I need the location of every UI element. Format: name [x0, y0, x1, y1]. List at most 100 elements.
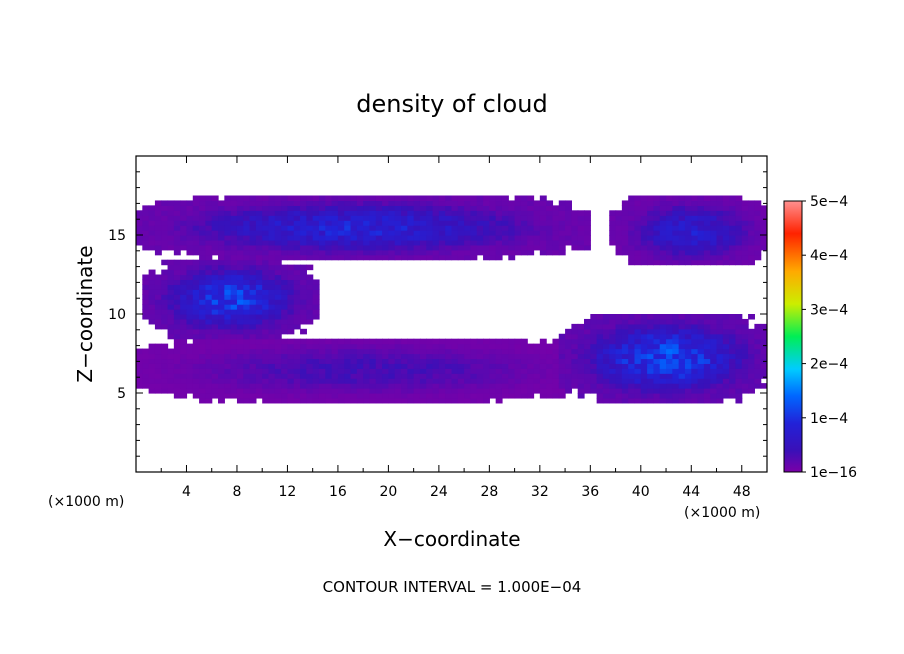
density-cell: [615, 348, 623, 355]
density-cell: [508, 225, 516, 231]
density-cell: [729, 210, 737, 216]
density-cell: [211, 388, 219, 394]
density-cell: [167, 373, 175, 379]
density-cell: [621, 220, 629, 226]
density-cell: [173, 230, 181, 236]
density-cell: [306, 299, 314, 305]
density-cell: [236, 294, 244, 300]
density-cell: [584, 378, 591, 384]
density-cell: [470, 338, 478, 345]
density-cell: [173, 284, 181, 290]
density-cell: [483, 244, 490, 251]
density-cell: [464, 338, 472, 345]
density-cell: [716, 235, 724, 241]
density-cell: [356, 239, 364, 246]
density-cell: [672, 230, 680, 236]
density-cell: [470, 368, 478, 374]
density-cell: [312, 284, 320, 290]
density-cell: [445, 363, 453, 369]
density-cell: [382, 254, 389, 261]
density-cell: [300, 210, 307, 216]
density-cell: [331, 220, 339, 226]
density-cell: [268, 343, 276, 350]
density-cell: [426, 343, 434, 350]
density-cell: [457, 353, 465, 360]
density-cell: [678, 388, 686, 394]
density-cell: [634, 353, 642, 360]
x-axis-ticks: 4 8 12 16 20 24 28 32 36 40 44 48: [160, 156, 768, 500]
density-cell: [199, 249, 207, 256]
density-cell: [666, 378, 673, 384]
density-cell: [426, 225, 434, 231]
density-cell: [432, 220, 440, 226]
density-cell: [375, 378, 383, 384]
density-cell: [211, 215, 219, 221]
density-cell: [710, 235, 718, 241]
density-cell: [154, 309, 162, 315]
density-cell: [748, 210, 755, 216]
density-cell: [300, 289, 307, 295]
density-cell: [293, 397, 301, 404]
density-cell: [186, 368, 194, 374]
density-cell: [401, 348, 408, 355]
density-cell: [735, 363, 743, 369]
density-cell: [394, 235, 402, 241]
density-cell: [363, 338, 371, 345]
density-cell: [501, 393, 509, 399]
density-cell: [211, 343, 219, 350]
density-cell: [192, 289, 200, 295]
density-cell: [483, 388, 490, 394]
density-cell: [464, 388, 472, 394]
density-cell: [678, 328, 686, 335]
density-cell: [697, 254, 705, 261]
density-cell: [363, 358, 371, 364]
density-cell: [495, 368, 503, 374]
density-cell: [596, 373, 604, 379]
density-cell: [262, 309, 270, 315]
density-cell: [350, 378, 358, 384]
density-cell: [647, 373, 655, 379]
density-cell: [382, 363, 389, 369]
density-cell: [476, 239, 484, 246]
density-cell: [584, 318, 591, 325]
density-cell: [224, 318, 232, 325]
density-cell: [533, 235, 541, 241]
density-cell: [167, 235, 175, 241]
density-cell: [464, 220, 472, 226]
density-cell: [432, 254, 440, 261]
density-cell: [716, 254, 724, 261]
density-cell: [470, 235, 478, 241]
density-cell: [255, 323, 263, 330]
density-cell: [754, 373, 762, 379]
density-cell: [388, 244, 396, 251]
density-cell: [218, 259, 225, 266]
density-cell: [539, 239, 547, 246]
density-cell: [413, 363, 421, 369]
density-cell: [609, 323, 617, 330]
density-cell: [684, 210, 692, 216]
density-cell: [489, 378, 497, 384]
density-cell: [659, 393, 667, 399]
density-cell: [621, 343, 629, 350]
density-cell: [539, 210, 547, 216]
density-cell: [514, 205, 522, 211]
density-cell: [262, 304, 270, 310]
density-cell: [584, 368, 591, 374]
density-cell: [659, 230, 667, 236]
density-cell: [230, 358, 238, 364]
density-cell: [609, 383, 617, 389]
density-cell: [735, 215, 743, 221]
density-cell: [268, 259, 276, 266]
density-cell: [154, 299, 162, 305]
density-cell: [236, 210, 244, 216]
density-cell: [703, 318, 711, 325]
density-cell: [748, 235, 755, 241]
density-cell: [318, 373, 326, 379]
density-cell: [369, 368, 377, 374]
density-cell: [306, 210, 314, 216]
density-cell: [514, 373, 522, 379]
density-cell: [653, 244, 661, 251]
density-cell: [186, 378, 194, 384]
density-cell: [199, 333, 207, 340]
density-cell: [249, 200, 257, 206]
